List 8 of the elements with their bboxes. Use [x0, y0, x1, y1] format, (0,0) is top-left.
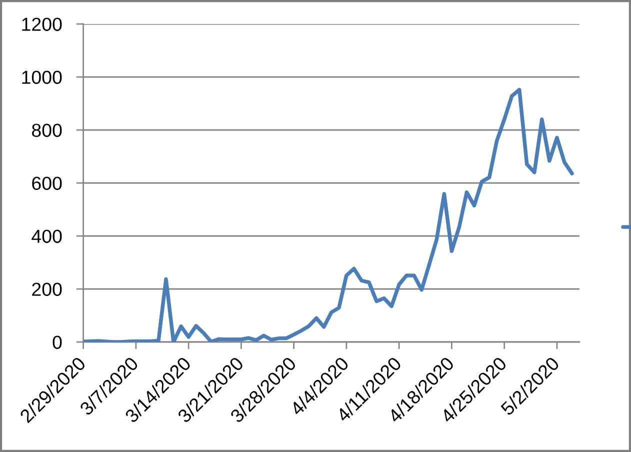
line-series: [83, 88, 574, 342]
y-tick-label: 1000: [22, 70, 62, 84]
y-tick-label: 400: [32, 230, 62, 243]
y-tick-label: 600: [32, 176, 62, 190]
y-tick-label: 800: [32, 124, 62, 137]
y-tick-label: 1200: [22, 18, 62, 31]
y-tick-label: 200: [32, 282, 62, 296]
y-tick-label: 0: [52, 336, 62, 349]
